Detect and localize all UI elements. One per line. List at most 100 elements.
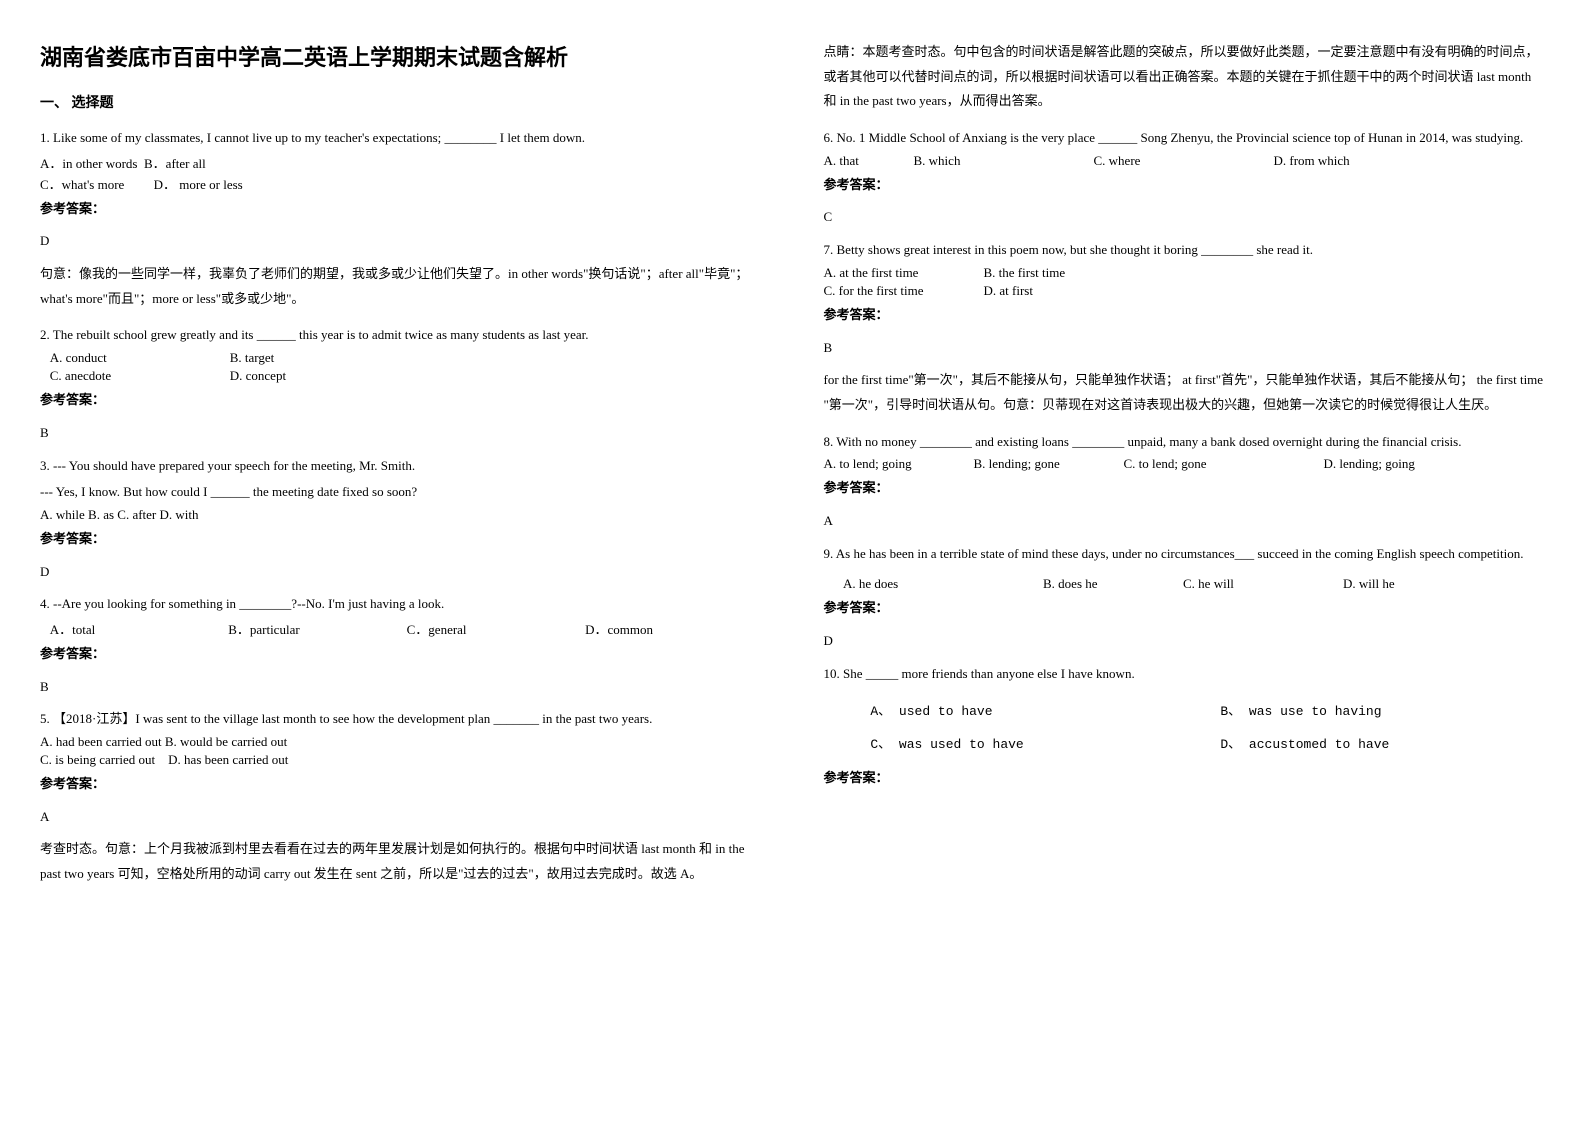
q7-exp: for the first time"第一次"，其后不能接从句，只能单独作状语；…: [824, 368, 1548, 417]
q8-text: 8. With no money ________ and existing l…: [824, 430, 1548, 455]
section-heading: 一、 选择题: [40, 92, 764, 112]
question-10: 10. She _____ more friends than anyone e…: [824, 662, 1548, 791]
q7-text: 7. Betty shows great interest in this po…: [824, 238, 1548, 263]
q3-ans: D: [40, 560, 764, 585]
q5-ans-label: 参考答案：: [40, 772, 764, 797]
q8-optC: C. to lend; gone: [1124, 456, 1324, 472]
right-column: 点睛：本题考查时态。句中包含的时间状语是解答此题的突破点，所以要做好此类题，一定…: [824, 40, 1548, 899]
page-title: 湖南省娄底市百亩中学高二英语上学期期末试题含解析: [40, 40, 764, 72]
q7-row2: C. for the first timeD. at first: [824, 283, 1548, 299]
q8-optD: D. lending; going: [1324, 456, 1415, 471]
question-3: 3. --- You should have prepared your spe…: [40, 454, 764, 585]
question-7: 7. Betty shows great interest in this po…: [824, 238, 1548, 417]
q5-text: 5. 【2018·江苏】I was sent to the village la…: [40, 707, 764, 732]
q4-optB: B．particular: [228, 619, 406, 638]
question-6: 6. No. 1 Middle School of Anxiang is the…: [824, 126, 1548, 230]
q5-optB: B. would be carried out: [165, 734, 287, 749]
q7-ans-label: 参考答案：: [824, 303, 1548, 328]
q9-ans-label: 参考答案：: [824, 596, 1548, 621]
q1-text: 1. Like some of my classmates, I cannot …: [40, 126, 764, 151]
q1-row1: A．in other words B．after all: [40, 153, 764, 172]
q4-ans: B: [40, 675, 764, 700]
q1-row2: C．what's more D． more or less: [40, 174, 764, 193]
q10-optD: D、 accustomed to have: [1220, 737, 1389, 752]
q7-optB: B. the first time: [984, 265, 1066, 280]
q5-row1: A. had been carried out B. would be carr…: [40, 734, 764, 750]
q5-exp2: 点睛：本题考查时态。句中包含的时间状语是解答此题的突破点，所以要做好此类题，一定…: [824, 40, 1548, 114]
q1-optD: D． more or less: [154, 177, 243, 192]
q10-ans-label: 参考答案：: [824, 766, 1548, 791]
q7-row1: A. at the first timeB. the first time: [824, 265, 1548, 281]
q4-optD: D．common: [585, 619, 763, 638]
q6-text: 6. No. 1 Middle School of Anxiang is the…: [824, 126, 1548, 151]
q3-text2: --- Yes, I know. But how could I ______ …: [40, 480, 764, 505]
q8-optB: B. lending; gone: [974, 456, 1124, 472]
q6-ans-label: 参考答案：: [824, 173, 1548, 198]
question-8: 8. With no money ________ and existing l…: [824, 430, 1548, 534]
q5-optC: C. is being carried out: [40, 752, 155, 767]
q1-ans-label: 参考答案：: [40, 197, 764, 222]
q8-optA: A. to lend; going: [824, 456, 974, 472]
q6-ans: C: [824, 205, 1548, 230]
q4-optC: C．general: [407, 619, 585, 638]
q10-optA: A、 used to have: [870, 700, 1220, 719]
q9-optD: D. will he: [1343, 576, 1395, 591]
q1-ans: D: [40, 229, 764, 254]
question-5: 5. 【2018·江苏】I was sent to the village la…: [40, 707, 764, 886]
q6-opts: A. thatB. whichC. whereD. from which: [824, 153, 1548, 169]
q2-optD: D. concept: [230, 368, 286, 383]
q10-text: 10. She _____ more friends than anyone e…: [824, 662, 1548, 687]
q4-optA: A．total: [50, 619, 228, 638]
q6-optD: D. from which: [1274, 153, 1350, 168]
question-1: 1. Like some of my classmates, I cannot …: [40, 126, 764, 311]
q7-optD: D. at first: [984, 283, 1033, 298]
q2-optA: A. conduct: [50, 350, 230, 366]
q5-row2: C. is being carried out D. has been carr…: [40, 752, 764, 768]
q1-optA: A．in other words: [40, 156, 138, 171]
q9-opts: A. he doesB. does heC. he willD. will he: [824, 576, 1548, 592]
q9-text: 9. As he has been in a terrible state of…: [824, 542, 1548, 567]
q9-ans: D: [824, 629, 1548, 654]
q10-row1: A、 used to haveB、 was use to having: [824, 700, 1548, 719]
q2-text: 2. The rebuilt school grew greatly and i…: [40, 323, 764, 348]
q5-ans: A: [40, 805, 764, 830]
q2-optC: C. anecdote: [50, 368, 230, 384]
q7-optC: C. for the first time: [824, 283, 984, 299]
q7-optA: A. at the first time: [824, 265, 984, 281]
q10-optB: B、 was use to having: [1220, 704, 1381, 719]
q2-optB: B. target: [230, 350, 275, 365]
q6-optA: A. that: [824, 153, 914, 169]
q4-text: 4. --Are you looking for something in __…: [40, 592, 764, 617]
q10-row2: C、 was used to haveD、 accustomed to have: [824, 733, 1548, 752]
q6-optB: B. which: [914, 153, 1094, 169]
q4-opts: A．totalB．particularC．generalD．common: [40, 619, 764, 638]
question-2: 2. The rebuilt school grew greatly and i…: [40, 323, 764, 445]
q5-optD: D. has been carried out: [168, 752, 288, 767]
q8-ans: A: [824, 509, 1548, 534]
q3-opts: A. while B. as C. after D. with: [40, 507, 764, 523]
q9-optC: C. he will: [1183, 576, 1343, 592]
q2-ans-label: 参考答案：: [40, 388, 764, 413]
q2-row2: C. anecdoteD. concept: [40, 368, 764, 384]
page-container: 湖南省娄底市百亩中学高二英语上学期期末试题含解析 一、 选择题 1. Like …: [40, 40, 1547, 899]
left-column: 湖南省娄底市百亩中学高二英语上学期期末试题含解析 一、 选择题 1. Like …: [40, 40, 764, 899]
q3-text1: 3. --- You should have prepared your spe…: [40, 454, 764, 479]
q10-optC: C、 was used to have: [870, 733, 1220, 752]
q3-ans-label: 参考答案：: [40, 527, 764, 552]
q7-ans: B: [824, 336, 1548, 361]
q2-ans: B: [40, 421, 764, 446]
q1-optB: B．after all: [144, 156, 206, 171]
q9-optB: B. does he: [1043, 576, 1183, 592]
q5-optA: A. had been carried out: [40, 734, 162, 749]
question-9: 9. As he has been in a terrible state of…: [824, 542, 1548, 654]
question-4: 4. --Are you looking for something in __…: [40, 592, 764, 699]
q2-row1: A. conductB. target: [40, 350, 764, 366]
q9-optA: A. he does: [843, 576, 1043, 592]
q1-exp: 句意：像我的一些同学一样，我辜负了老师们的期望，我或多或少让他们失望了。in o…: [40, 262, 764, 311]
q8-ans-label: 参考答案：: [824, 476, 1548, 501]
q4-ans-label: 参考答案：: [40, 642, 764, 667]
q1-optC: C．what's more: [40, 177, 124, 192]
q5-exp1: 考查时态。句意：上个月我被派到村里去看看在过去的两年里发展计划是如何执行的。根据…: [40, 837, 764, 886]
q6-optC: C. where: [1094, 153, 1274, 169]
q8-opts: A. to lend; goingB. lending; goneC. to l…: [824, 456, 1548, 472]
